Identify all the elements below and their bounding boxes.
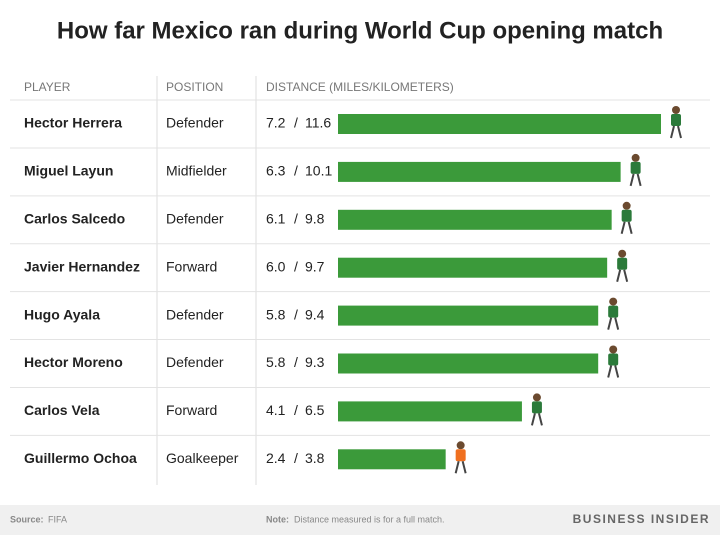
- note: Distance measured is for a full match.: [294, 514, 445, 524]
- player-icon: [614, 365, 620, 378]
- player-icon: [614, 317, 620, 330]
- separator: /: [294, 258, 298, 274]
- km-label: 9.7: [305, 258, 325, 274]
- bar: [338, 401, 522, 422]
- miles-label: 2.4: [266, 450, 286, 466]
- separator: /: [294, 402, 298, 418]
- player-icon: [609, 297, 618, 306]
- miles-label: 5.8: [266, 306, 286, 322]
- player-icon: [454, 461, 460, 474]
- player-name: Carlos Vela: [24, 402, 100, 418]
- player-name: Hugo Ayala: [24, 306, 100, 322]
- note-label: Note:: [266, 514, 289, 524]
- player-icon: [461, 461, 467, 474]
- player-name: Guillermo Ochoa: [24, 450, 137, 466]
- position: Forward: [166, 258, 217, 274]
- separator: /: [294, 306, 298, 322]
- km-label: 9.3: [305, 354, 325, 370]
- position: Midfielder: [166, 163, 227, 179]
- player-name: Miguel Layun: [24, 163, 113, 179]
- player-icon: [636, 173, 642, 187]
- player-name: Hector Moreno: [24, 354, 123, 370]
- player-icon: [621, 209, 632, 222]
- bar: [338, 305, 599, 326]
- player-icon: [672, 106, 680, 114]
- player-icon: [629, 173, 635, 187]
- separator: /: [294, 354, 298, 370]
- player-icon: [531, 401, 542, 414]
- player-icon: [622, 201, 631, 210]
- position: Goalkeeper: [166, 450, 239, 466]
- player-icon: [630, 161, 641, 174]
- player-icon: [677, 125, 682, 139]
- separator: /: [294, 450, 298, 466]
- bar: [338, 257, 608, 278]
- source: FIFA: [48, 514, 67, 524]
- player-icon: [530, 413, 536, 426]
- chart-title: How far Mexico ran during World Cup open…: [57, 17, 663, 44]
- km-label: 9.4: [305, 306, 325, 322]
- separator: /: [294, 115, 298, 131]
- player-icon: [618, 249, 627, 258]
- km-label: 9.8: [305, 211, 325, 227]
- player-icon: [607, 365, 613, 378]
- player-icon: [532, 393, 541, 402]
- miles-label: 6.0: [266, 258, 286, 274]
- position: Defender: [166, 115, 224, 131]
- footer-bg: [0, 505, 720, 535]
- player-icon: [670, 125, 675, 139]
- brand: BUSINESS INSIDER: [573, 512, 710, 526]
- km-label: 11.6: [305, 115, 331, 131]
- miles-label: 4.1: [266, 402, 286, 418]
- player-icon: [616, 269, 622, 282]
- source-label: Source:: [10, 514, 44, 524]
- player-icon: [631, 153, 640, 162]
- bar: [338, 209, 612, 230]
- player-name: Carlos Salcedo: [24, 211, 125, 227]
- column-header: DISTANCE (MILES/KILOMETERS): [266, 80, 454, 94]
- player-name: Javier Hernandez: [24, 258, 140, 274]
- player-icon: [609, 345, 618, 354]
- player-icon: [608, 305, 619, 318]
- player-icon: [456, 441, 465, 450]
- position: Defender: [166, 306, 224, 322]
- player-icon: [623, 269, 629, 282]
- bar: [338, 449, 446, 470]
- bar: [338, 114, 661, 134]
- miles-label: 6.3: [266, 163, 286, 179]
- player-name: Hector Herrera: [24, 115, 122, 131]
- km-label: 6.5: [305, 402, 325, 418]
- player-icon: [608, 353, 619, 366]
- position: Forward: [166, 402, 217, 418]
- km-label: 3.8: [305, 450, 325, 466]
- player-icon: [607, 317, 613, 330]
- player-icon: [617, 257, 628, 270]
- bar: [338, 353, 599, 374]
- km-label: 10.1: [305, 163, 332, 179]
- position: Defender: [166, 211, 224, 227]
- position: Defender: [166, 354, 224, 370]
- column-header: PLAYER: [24, 80, 71, 94]
- player-icon: [671, 114, 681, 126]
- miles-label: 6.1: [266, 211, 286, 227]
- player-icon: [537, 413, 543, 426]
- separator: /: [294, 211, 298, 227]
- bar: [338, 161, 621, 182]
- separator: /: [294, 163, 298, 179]
- player-icon: [627, 221, 633, 235]
- miles-label: 5.8: [266, 354, 286, 370]
- player-icon: [620, 221, 626, 235]
- miles-label: 7.2: [266, 115, 286, 131]
- column-header: POSITION: [166, 80, 223, 94]
- player-icon: [455, 449, 466, 462]
